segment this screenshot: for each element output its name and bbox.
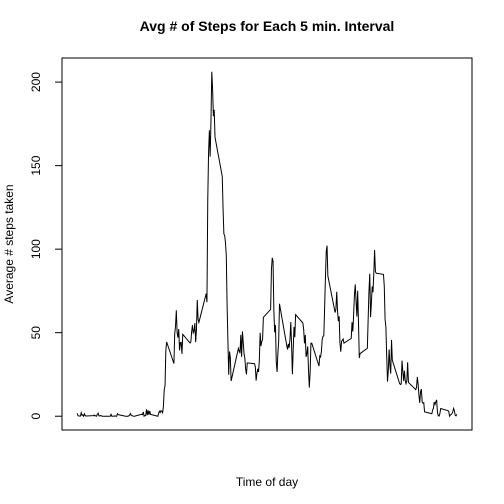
y-tick-label: 150	[29, 155, 43, 175]
data-line	[76, 71, 458, 418]
y-tick-label: 200	[29, 72, 43, 92]
y-tick-label: 0	[29, 413, 43, 420]
y-tick-label: 50	[29, 326, 43, 340]
chart-title: Avg # of Steps for Each 5 min. Interval	[140, 18, 395, 34]
y-tick-label: 100	[29, 239, 43, 259]
x-axis-label: Time of day	[236, 475, 298, 489]
plot-box	[61, 57, 473, 431]
y-axis-label: Average # steps taken	[2, 184, 16, 303]
